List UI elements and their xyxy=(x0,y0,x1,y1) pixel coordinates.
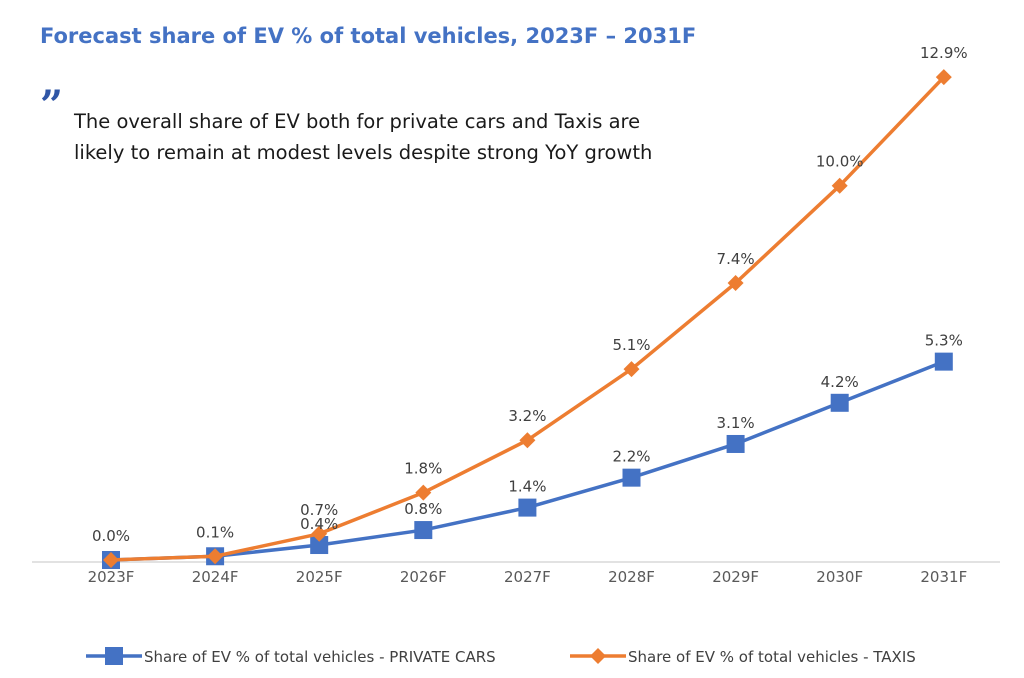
x-axis: 2023F 2024F 2025F 2026F 2027F 2028F 2029F 2030F… xyxy=(32,561,1000,586)
series-lines xyxy=(102,69,953,569)
data-point-marker xyxy=(207,548,224,565)
data-label: 0.8% xyxy=(404,500,442,518)
data-label: 10.0% xyxy=(816,153,864,171)
data-point-marker xyxy=(103,552,119,568)
data-label: 0.4% xyxy=(300,515,338,533)
data-point-marker xyxy=(518,498,537,517)
x-tick-label: 2027F xyxy=(504,568,551,586)
data-point-marker xyxy=(726,434,745,453)
data-label: 12.9% xyxy=(920,44,968,62)
data-label: 3.1% xyxy=(717,414,755,432)
data-point-marker xyxy=(310,536,329,555)
quote-icon: ” xyxy=(40,82,64,129)
data-point-marker xyxy=(623,361,640,378)
chart-title: Forecast share of EV % of total vehicles… xyxy=(40,24,697,48)
data-point-marker xyxy=(519,432,536,449)
data-point-marker xyxy=(935,69,952,86)
data-label: 0.1% xyxy=(196,523,234,541)
data-label: 1.8% xyxy=(404,460,442,478)
data-point-marker xyxy=(414,521,433,540)
data-label: 5.3% xyxy=(925,332,963,350)
data-labels: 0.4% 0.8% 1.4% 2.2% 3.1% 4.2% 5.3% 0.0% 0.1% 0.7%… xyxy=(92,44,968,545)
x-tick-label: 2028F xyxy=(608,568,655,586)
data-label: 5.1% xyxy=(612,336,650,354)
legend: Share of EV % of total vehicles - PRIVAT… xyxy=(86,647,916,666)
data-point-marker xyxy=(830,393,849,412)
data-label: 1.4% xyxy=(508,478,546,496)
callout-text: The overall share of EV both for private… xyxy=(74,110,653,164)
legend-marker xyxy=(590,648,606,664)
x-tick-label: 2026F xyxy=(400,568,447,586)
legend-label: Share of EV % of total vehicles - PRIVAT… xyxy=(144,648,496,666)
data-label: 4.2% xyxy=(821,373,859,391)
data-label: 2.2% xyxy=(612,448,650,466)
data-label: 7.4% xyxy=(717,250,755,268)
x-tick-label: 2025F xyxy=(296,568,343,586)
data-label: 0.7% xyxy=(300,501,338,519)
legend-label: Share of EV % of total vehicles - TAXIS xyxy=(628,648,916,666)
data-point-marker xyxy=(311,525,328,542)
data-point-marker xyxy=(415,484,432,501)
data-point-marker xyxy=(934,352,953,371)
data-point-marker xyxy=(622,468,641,487)
x-tick-label: 2030F xyxy=(816,568,863,586)
data-label: 3.2% xyxy=(508,407,546,425)
x-tick-label: 2024F xyxy=(192,568,239,586)
data-point-marker xyxy=(727,275,744,292)
series-line-0 xyxy=(109,359,946,562)
legend-marker xyxy=(105,647,123,665)
x-tick-label: 2023F xyxy=(88,568,135,586)
data-point-marker xyxy=(831,177,848,194)
x-tick-label: 2029F xyxy=(712,568,759,586)
x-tick-label: 2031F xyxy=(920,568,967,586)
data-label: 0.0% xyxy=(92,527,130,545)
